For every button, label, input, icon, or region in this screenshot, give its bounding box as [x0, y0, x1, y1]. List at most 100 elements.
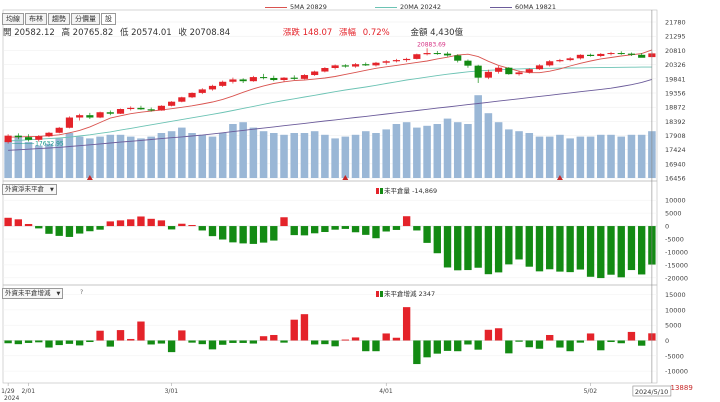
volume-bar	[361, 131, 370, 178]
candle-body	[4, 135, 12, 143]
volume-bar	[86, 138, 94, 178]
price-tick-label: 20326	[665, 61, 686, 69]
price-tick-label: 19841	[665, 75, 686, 83]
oi-change-bar	[4, 340, 12, 344]
volume-bar	[147, 136, 155, 178]
oi-net-bar	[116, 220, 125, 227]
candle-body	[157, 105, 165, 111]
tab-price-volume[interactable]: 分價量	[71, 13, 100, 25]
panel2-title-select[interactable]: 外資淨未平倉 ▼	[2, 184, 57, 195]
volume-bar	[167, 131, 176, 178]
price-tick-label: 19356	[665, 90, 686, 98]
candle-body	[290, 77, 298, 79]
date-tick-label: 1/29	[1, 388, 15, 395]
candle-body	[403, 58, 411, 61]
date-tick-label: 3/01	[165, 388, 179, 395]
oi-change-bar	[515, 340, 523, 342]
oi-net-bar	[219, 226, 227, 240]
volume-bar	[392, 124, 401, 178]
volume-bar	[55, 138, 63, 178]
volume-bar	[300, 133, 309, 178]
oi-net-tick-label: 5000	[665, 210, 682, 218]
ma60-line	[8, 78, 653, 151]
candle-body	[65, 117, 73, 128]
volume-bar	[14, 136, 23, 178]
oi-net-bar	[454, 226, 462, 271]
price-tick-label: 16456	[665, 175, 686, 183]
oi-net-bar	[157, 220, 166, 227]
oi-net-bar	[351, 226, 360, 233]
oi-net-bar	[75, 226, 84, 234]
oi-change-bar	[443, 340, 452, 351]
volume-bar	[413, 127, 421, 178]
volume-bar	[290, 133, 299, 178]
volume-bar	[188, 133, 196, 178]
oi-change-bar	[239, 340, 247, 343]
volume-bar	[566, 138, 574, 178]
oi-change-tick-label: -10000	[665, 368, 688, 376]
oi-change-bar	[576, 340, 585, 343]
volume-bar	[423, 125, 431, 178]
oi-net-tick-label: 10000	[665, 197, 686, 205]
oi-net-bar	[402, 216, 411, 227]
candle-body	[413, 54, 421, 59]
oi-change-bar	[249, 340, 258, 344]
candle-body	[55, 127, 63, 133]
candle-body	[76, 115, 84, 118]
oi-net-bar	[96, 226, 104, 230]
oi-change-bar	[147, 340, 155, 345]
event-marker-icon	[342, 175, 349, 180]
oi-change-bar	[127, 338, 135, 341]
candle-body	[260, 77, 268, 79]
change-value: 漲跌 148.07	[282, 28, 333, 38]
oi-change-bar	[505, 340, 513, 354]
tab-ma[interactable]: 均線	[2, 13, 24, 25]
volume-bar	[617, 136, 626, 178]
oi-change-bar	[362, 340, 370, 352]
oi-net-bar	[86, 226, 94, 232]
oi-net-bar	[188, 225, 196, 227]
crosshair-date-label: 2024/5/10	[635, 388, 668, 396]
oi-net-bar	[464, 226, 472, 271]
candle-body	[116, 109, 125, 114]
candle-body	[515, 72, 523, 75]
oi-net-bar	[566, 226, 574, 273]
oi-change-bar	[331, 340, 339, 347]
volume-bar	[515, 131, 523, 178]
volume-bar	[331, 138, 339, 178]
volume-bar	[310, 131, 319, 178]
ma5-line	[8, 49, 653, 138]
oi-net-bar	[556, 226, 564, 272]
oi-net-bar	[106, 221, 114, 227]
volume-bar	[372, 133, 380, 178]
help-icon[interactable]: ?	[80, 289, 84, 296]
candle-body	[280, 77, 288, 81]
oi-change-bar	[535, 340, 544, 349]
oi-change-bar	[96, 330, 104, 341]
volume-bar	[229, 124, 237, 178]
low-price-label: 17632.95	[35, 141, 64, 148]
volume-bar	[157, 133, 166, 178]
candle-body	[525, 69, 533, 73]
candle-body	[311, 71, 319, 76]
oi-change-tick-label: 5000	[665, 322, 682, 330]
volume-bar	[116, 134, 125, 178]
tab-bollinger[interactable]: 布林	[25, 13, 47, 25]
volume-bar	[545, 136, 554, 178]
tab-settings[interactable]: 設	[101, 13, 116, 25]
volume-bar	[239, 122, 247, 178]
volume-bar	[576, 136, 585, 178]
oi-net-bar	[484, 226, 493, 275]
volume-bar	[106, 134, 115, 178]
oi-net-bar	[249, 226, 258, 244]
candle-body	[546, 61, 554, 66]
oi-net-bar	[4, 217, 12, 227]
candle-body	[35, 136, 43, 140]
ma20-legend: 20MA 20242	[375, 3, 441, 11]
tab-trend[interactable]: 趨勢	[48, 13, 70, 25]
pct-value: 0.72%	[362, 28, 390, 38]
oi-change-bar	[454, 340, 462, 352]
oi-net-bar	[208, 226, 217, 237]
panel3-title-select[interactable]: 外資未平倉增減 ▼	[2, 288, 64, 299]
candle-body	[86, 115, 94, 118]
